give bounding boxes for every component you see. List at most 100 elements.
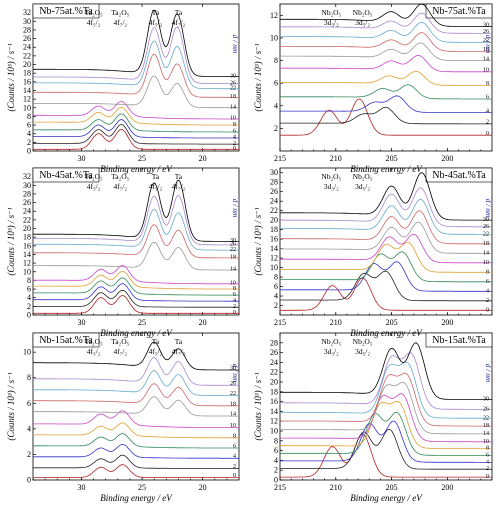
spectrum-line-14 <box>33 396 239 417</box>
panel-title: Nb-45at.%Ta <box>39 170 93 181</box>
plot-frame <box>279 332 493 481</box>
depth-label: 10 <box>230 423 236 429</box>
spectrum-line-14 <box>280 221 492 254</box>
spectrum-line-2 <box>33 289 239 308</box>
spectrum-line-4 <box>33 443 239 459</box>
title-box <box>425 3 493 19</box>
peak-label-orbital: 3d₃/₂ <box>324 347 339 356</box>
spectrum-line-4 <box>280 261 492 292</box>
y-axis-label: (Counts / 10³) / s⁻¹ <box>6 43 16 111</box>
depth-axis-title: d / nm <box>484 199 493 218</box>
y-tick-label: 0 <box>27 147 31 156</box>
panel-ta4f-45: 30 25 2002468101214161820222426283032Bindi… <box>6 167 240 338</box>
depth-label: 8 <box>486 446 489 452</box>
depth-label: 2 <box>233 304 236 310</box>
y-tick-label: 12 <box>270 254 278 263</box>
depth-label: 8 <box>233 286 236 292</box>
depth-label: 22 <box>483 38 489 44</box>
spectrum-line-22 <box>33 208 239 251</box>
y-tick-label: 0 <box>27 476 31 485</box>
y-tick-label: 4 <box>27 129 31 138</box>
depth-label: 10 <box>483 260 489 266</box>
y-tick-label: 20 <box>23 60 31 69</box>
spectrum-line-10 <box>280 54 492 73</box>
spectrum-line-4 <box>33 283 239 302</box>
depth-label: 30 <box>483 397 489 403</box>
spectrum-line-18 <box>280 32 492 52</box>
spectrum-line-6 <box>280 84 492 100</box>
y-tick-label: 6 <box>274 79 278 88</box>
y-axis-label: (Counts / 10³) / s⁻¹ <box>253 372 263 440</box>
y-tick-label: 20 <box>270 378 278 387</box>
x-tick-label: 25 <box>138 318 146 327</box>
x-axis-label: Binding energy / eV <box>100 493 173 503</box>
depth-label: 30 <box>230 366 236 372</box>
spectrum-line-4 <box>280 95 493 113</box>
y-tick-label: 26 <box>23 34 31 43</box>
spectrum-line-10 <box>280 393 492 443</box>
peak-label-chem: Ta₂O₅ <box>111 8 129 17</box>
plot-frame <box>279 3 493 152</box>
depth-label: 30 <box>483 22 489 28</box>
depth-label: 6 <box>233 292 236 298</box>
x-tick-label: 200 <box>441 154 453 163</box>
spectrum-line-22 <box>280 21 492 43</box>
y-tick-label: 12 <box>23 95 31 104</box>
depth-label: 6 <box>486 279 489 285</box>
spectrum-line-0 <box>33 295 239 314</box>
peak-label-chem: Ta <box>152 8 160 17</box>
depth-label: 18 <box>230 255 236 261</box>
spectrum-line-14 <box>33 241 239 271</box>
depth-label: 26 <box>230 80 236 86</box>
depth-label: 8 <box>486 269 489 275</box>
spectrum-line-0 <box>33 128 239 150</box>
y-tick-label: 4 <box>274 292 278 301</box>
spectrum-line-6 <box>280 411 492 456</box>
spectrum-line-2 <box>33 124 239 145</box>
depth-label: 22 <box>230 391 236 397</box>
y-tick-label: 4 <box>274 101 278 110</box>
depth-label: 10 <box>483 439 489 445</box>
y-axis-label: (Counts / 10³) / s⁻¹ <box>6 372 16 440</box>
y-tick-label: 16 <box>270 235 278 244</box>
depth-label: 0 <box>486 474 489 480</box>
y-tick-label: 2 <box>274 124 278 133</box>
y-tick-label: 2 <box>274 466 278 475</box>
depth-axis-title: d / nm <box>231 199 240 218</box>
y-tick-label: 6 <box>274 282 278 291</box>
x-tick-label: 30 <box>77 483 85 492</box>
peak-label-orbital: 4f₇/₂ <box>113 347 127 356</box>
depth-label: 14 <box>230 267 236 273</box>
depth-label: 18 <box>230 401 236 407</box>
depth-label: 26 <box>230 242 236 248</box>
depth-label: 10 <box>230 116 236 122</box>
y-tick-label: 4 <box>27 293 31 302</box>
depth-label: 8 <box>233 433 236 439</box>
y-tick-label: 2 <box>27 450 31 459</box>
depth-label: 14 <box>230 104 236 110</box>
depth-label: 26 <box>483 29 489 35</box>
depth-label: 2 <box>486 298 489 304</box>
x-tick-label: 25 <box>138 154 146 163</box>
depth-axis-title: d / nm <box>231 35 240 54</box>
y-tick-label: 8 <box>27 373 31 382</box>
depth-axis-title: d / nm <box>231 364 240 383</box>
y-tick-label: 2 <box>27 138 31 147</box>
depth-label: 2 <box>486 466 489 472</box>
depth-axis-title: d / nm <box>484 364 493 383</box>
spectrum-line-0 <box>280 98 492 136</box>
depth-label: 4 <box>233 135 236 141</box>
depth-label: 26 <box>483 406 489 412</box>
depth-label: 22 <box>230 85 236 91</box>
y-tick-label: 20 <box>270 216 278 225</box>
peak-label-chem: Nb₂O₅ <box>353 172 373 181</box>
depth-label: 4 <box>233 298 236 304</box>
y-tick-label: 14 <box>23 86 31 95</box>
spectrum-line-18 <box>280 210 492 245</box>
x-tick-label: 205 <box>386 154 398 163</box>
panel-nb3d-45: 215 210 205 20024681012141618202224262830Bi… <box>253 167 493 338</box>
x-tick-label: 215 <box>274 483 286 492</box>
depth-label: 22 <box>483 231 489 237</box>
